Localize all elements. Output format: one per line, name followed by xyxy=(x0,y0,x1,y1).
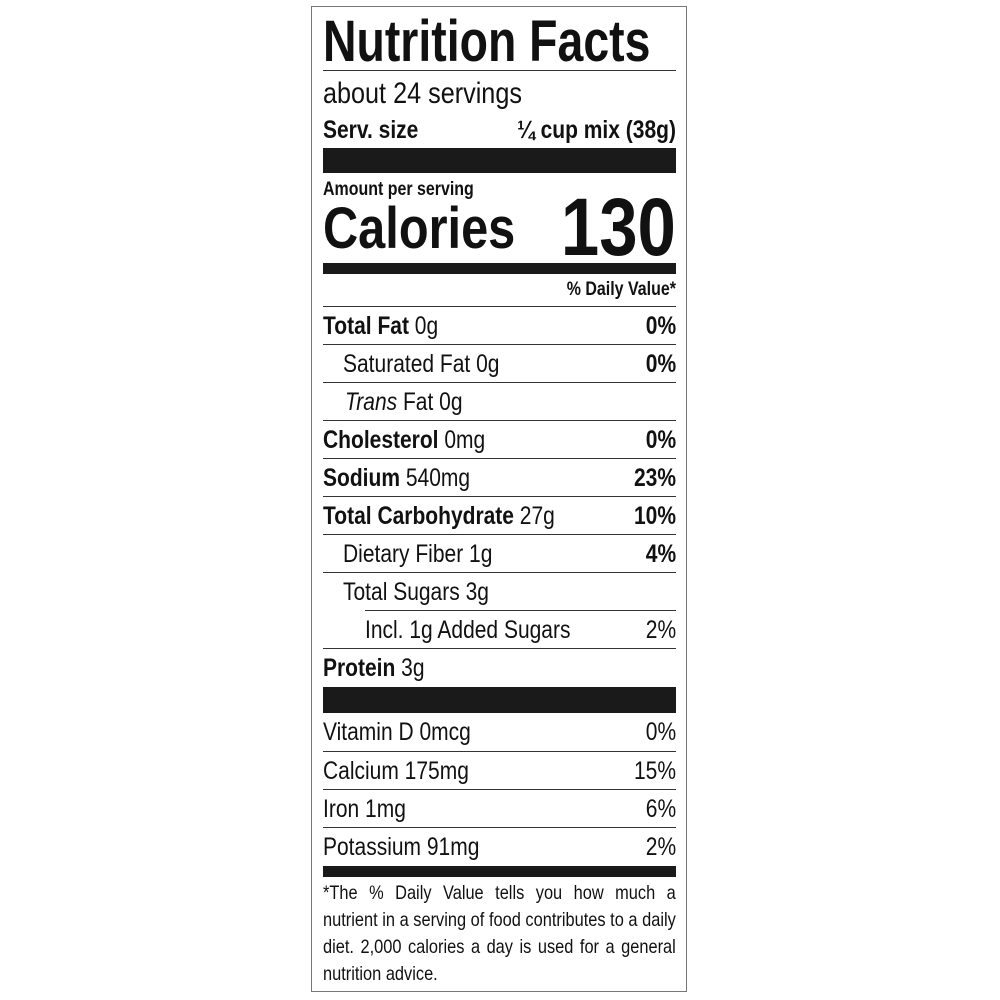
vitamin-dv: 2% xyxy=(645,833,676,861)
nutrient-name: Sodium xyxy=(323,464,401,492)
servings: about 24 servings xyxy=(323,77,522,110)
vitamin-name: Potassium 91mg xyxy=(323,833,480,861)
label-frame xyxy=(311,6,687,992)
nutrient-dv: 10% xyxy=(633,502,676,530)
serving-size-value: ¼ cup mix (38g) xyxy=(517,116,676,144)
vitamin-name: Vitamin D 0mcg xyxy=(323,718,471,746)
serving-size-row: Serv. size ¼ cup mix (38g) xyxy=(323,114,676,146)
servings-row: about 24 servings xyxy=(323,76,676,112)
nutrient-name: Total Sugars 3g xyxy=(343,578,489,606)
nutrient-row: Total Fat 0g 0% xyxy=(323,306,676,345)
vitamin-row: Vitamin D 0mcg 0% xyxy=(323,713,676,751)
title-row: Nutrition Facts xyxy=(323,9,676,74)
vitamin-dv: 0% xyxy=(645,718,676,746)
thick-rule xyxy=(323,866,676,877)
nutrient-amount: 0g xyxy=(414,312,439,340)
nutrient-row: Trans Fat 0g xyxy=(323,382,676,421)
vitamin-row: Potassium 91mg 2% xyxy=(323,827,676,866)
nutrient-dv: 23% xyxy=(633,464,676,492)
nutrient-row: Sodium 540mg 23% xyxy=(323,458,676,497)
vitamin-name: Iron 1mg xyxy=(323,795,406,823)
vitamin-dv: 6% xyxy=(645,795,676,823)
nutrient-name: Saturated Fat 0g xyxy=(343,350,500,378)
calories-row: Calories 130 xyxy=(323,187,676,269)
nutrient-amount: 0mg xyxy=(444,426,486,454)
nutrient-dv: 2% xyxy=(645,616,676,644)
amount-per-serving: Amount per serving xyxy=(323,179,474,200)
nutrient-dv: 0% xyxy=(645,312,676,340)
nutrient-name: Protein xyxy=(323,654,396,682)
thick-rule xyxy=(323,263,676,274)
nutrient-dv: 0% xyxy=(645,426,676,454)
nutrient-name: Fat 0g xyxy=(402,388,463,416)
nutrient-amount: 3g xyxy=(401,654,425,682)
nutrient-amount: 27g xyxy=(519,502,555,530)
nutrient-row: Dietary Fiber 1g 4% xyxy=(323,534,676,573)
nutrient-row: Cholesterol 0mg 0% xyxy=(323,420,676,459)
thick-rule xyxy=(323,687,676,713)
calories-value: 130 xyxy=(561,182,676,273)
dv-header-row: % Daily Value* xyxy=(323,278,676,302)
amount-row: Amount per serving xyxy=(323,179,676,201)
nutrient-name: Dietary Fiber 1g xyxy=(343,540,493,568)
nutrient-dv: 0% xyxy=(645,350,676,378)
nutrient-name: Total Fat xyxy=(323,312,409,340)
thick-rule xyxy=(323,148,676,173)
calories-label: Calories xyxy=(323,196,516,261)
vitamin-name: Calcium 175mg xyxy=(323,757,469,785)
vitamin-dv: 15% xyxy=(633,757,676,785)
footnote: *The % Daily Value tells you how much a … xyxy=(323,882,676,985)
vitamin-row: Iron 1mg 6% xyxy=(323,789,676,828)
nutrient-row: Total Carbohydrate 27g 10% xyxy=(323,496,676,535)
nutrient-dv: 4% xyxy=(645,540,676,568)
nutrient-prefix: Trans xyxy=(345,388,398,416)
nutrient-row: Protein 3g xyxy=(323,648,676,687)
title: Nutrition Facts xyxy=(323,9,651,74)
dv-header: % Daily Value* xyxy=(566,279,676,300)
serving-size-label: Serv. size xyxy=(323,116,419,144)
nutrient-name: Incl. 1g Added Sugars xyxy=(365,616,571,644)
nutrient-amount: 540mg xyxy=(405,464,471,492)
nutrient-row: Incl. 1g Added Sugars 2% xyxy=(365,610,676,649)
vitamin-row: Calcium 175mg 15% xyxy=(323,751,676,790)
nutrient-name: Total Carbohydrate xyxy=(323,502,514,530)
nutrient-row: Saturated Fat 0g 0% xyxy=(323,344,676,383)
nutrient-name: Cholesterol xyxy=(323,426,439,454)
nutrient-row: Total Sugars 3g xyxy=(323,572,676,611)
